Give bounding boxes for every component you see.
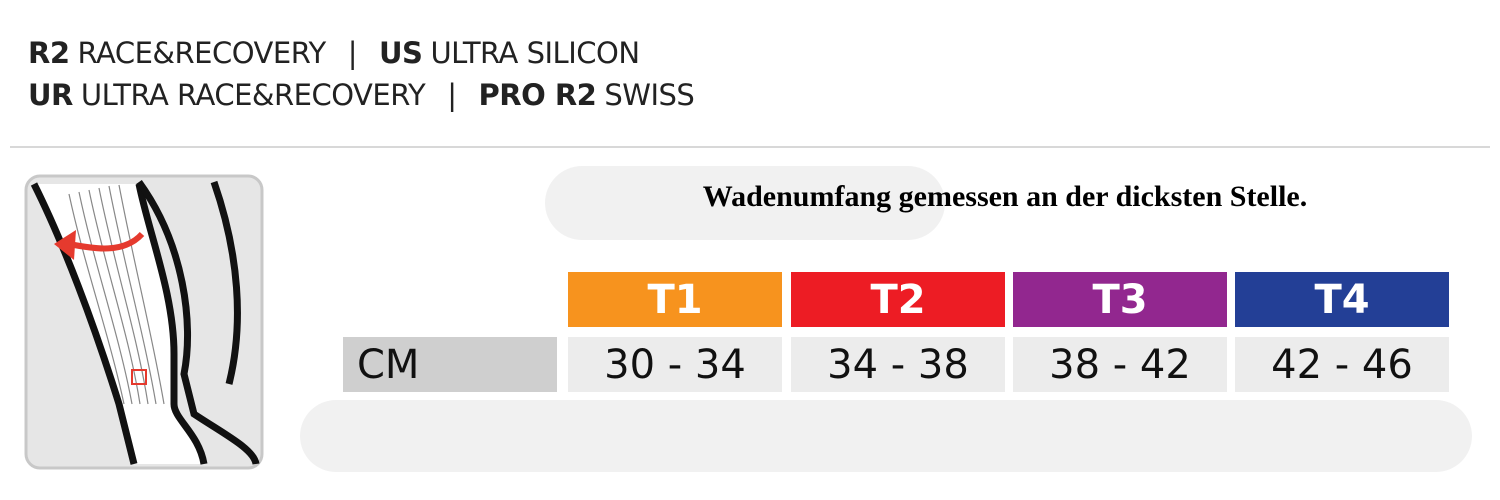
divider xyxy=(10,146,1490,148)
header-line: UR ULTRA RACE&RECOVERY | PRO R2 SWISS xyxy=(28,78,695,112)
size-header: T3 xyxy=(1013,272,1227,327)
row-label: CM xyxy=(343,337,557,392)
product-name: SWISS xyxy=(604,78,695,112)
header-line: R2 RACE&RECOVERY | US ULTRA SILICON xyxy=(28,36,640,70)
size-range: 42 - 46 xyxy=(1235,337,1449,392)
note: Wadenumfang gemessen an der dicksten Ste… xyxy=(702,180,1308,213)
product-name: ULTRA SILICON xyxy=(430,36,640,70)
size-header: T2 xyxy=(791,272,1005,327)
size-range: 38 - 42 xyxy=(1013,337,1227,392)
product-code: US xyxy=(379,36,423,70)
size-header: T4 xyxy=(1235,272,1449,327)
product-name: ULTRA RACE&RECOVERY xyxy=(80,78,426,112)
blur-patch xyxy=(545,166,945,240)
product-code: PRO R2 xyxy=(478,78,597,112)
product-code: R2 xyxy=(28,36,70,70)
product-name: RACE&RECOVERY xyxy=(77,36,327,70)
separator: | xyxy=(347,36,358,70)
size-range: 30 - 34 xyxy=(568,337,782,392)
separator: | xyxy=(447,78,457,112)
size-header: T1 xyxy=(568,272,782,327)
leg-illustration xyxy=(24,174,264,470)
product-code: UR xyxy=(28,78,73,112)
size-range: 34 - 38 xyxy=(791,337,1005,392)
blur-patch xyxy=(300,400,1472,472)
